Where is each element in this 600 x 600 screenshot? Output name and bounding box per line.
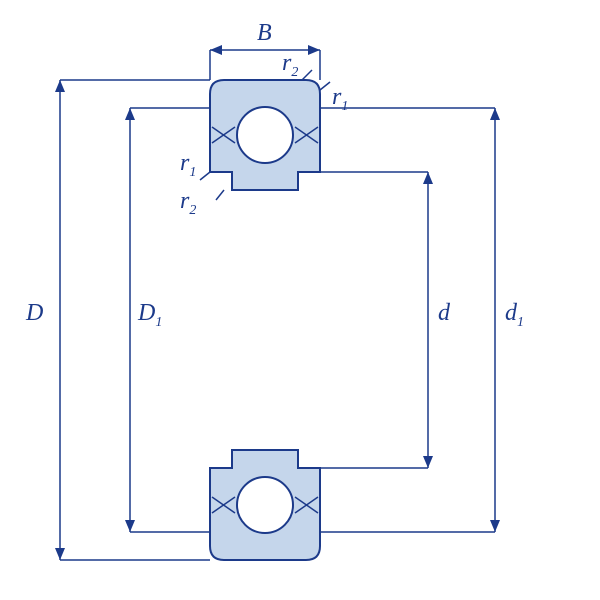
arrowhead (125, 108, 135, 120)
chamfer-tick (200, 172, 210, 180)
label-B: B (257, 20, 272, 46)
label-r2: r2 (282, 50, 298, 80)
label-d: d (438, 300, 451, 326)
arrowhead (423, 172, 433, 184)
arrowhead (308, 45, 320, 55)
ball (237, 107, 293, 163)
label-D: D (25, 300, 43, 326)
label-D1: D1 (137, 300, 162, 330)
chamfer-tick (302, 70, 312, 80)
arrowhead (490, 520, 500, 532)
arrowhead (423, 456, 433, 468)
arrowhead (55, 548, 65, 560)
chamfer-tick (216, 190, 224, 200)
arrowhead (125, 520, 135, 532)
arrowhead (55, 80, 65, 92)
label-r1: r1 (180, 150, 196, 180)
label-d1: d1 (505, 300, 524, 330)
label-r1: r1 (332, 84, 348, 114)
ball (237, 477, 293, 533)
label-r2: r2 (180, 188, 196, 218)
arrowhead (490, 108, 500, 120)
chamfer-tick (320, 82, 330, 90)
arrowhead (210, 45, 222, 55)
